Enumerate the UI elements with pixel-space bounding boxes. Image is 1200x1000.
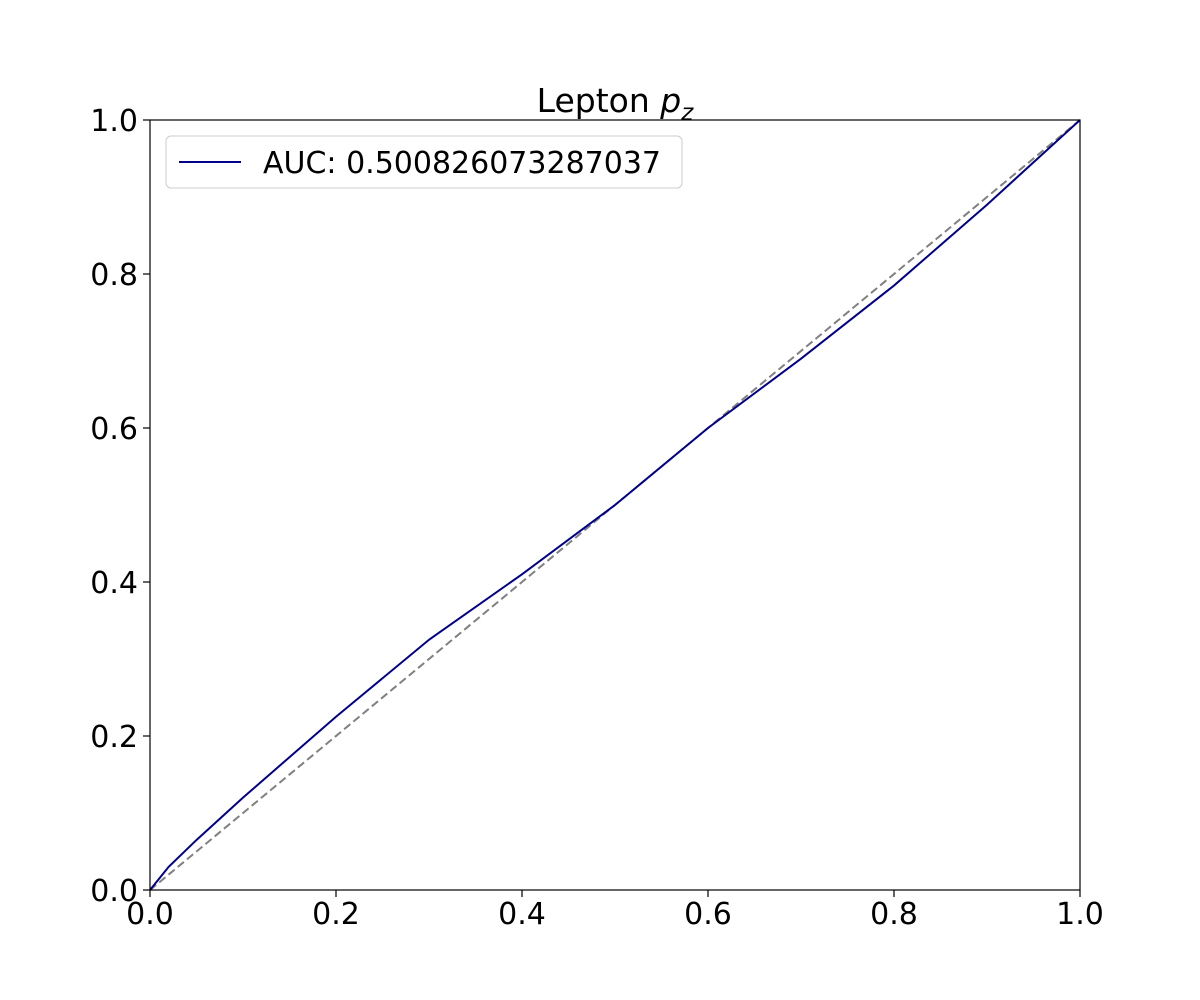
x-tick-label: 0.0	[126, 897, 174, 932]
legend-label: AUC: 0.500826073287037	[263, 146, 661, 181]
title-symbol: p	[659, 81, 681, 120]
x-tick-label: 0.6	[684, 897, 732, 932]
y-tick-label: 0.0	[90, 874, 138, 909]
plot-frame	[149, 119, 1081, 891]
chart-title: Lepton pz	[537, 81, 695, 126]
legend-box	[165, 135, 683, 189]
x-tick-label: 0.2	[312, 897, 360, 932]
x-tick-label: 0.8	[870, 897, 918, 932]
y-tick-label: 1.0	[90, 104, 138, 139]
y-tick-label: 0.6	[90, 412, 138, 447]
y-tick-label: 0.8	[90, 258, 138, 293]
title-text: Lepton	[537, 81, 650, 120]
y-tick-label: 0.2	[90, 720, 138, 755]
x-tick-label: 0.4	[498, 897, 546, 932]
series-line	[149, 119, 1081, 891]
x-tick-label: 1.0	[1056, 897, 1104, 932]
y-tick-label: 0.4	[90, 566, 138, 601]
title-subscript: z	[680, 100, 694, 126]
